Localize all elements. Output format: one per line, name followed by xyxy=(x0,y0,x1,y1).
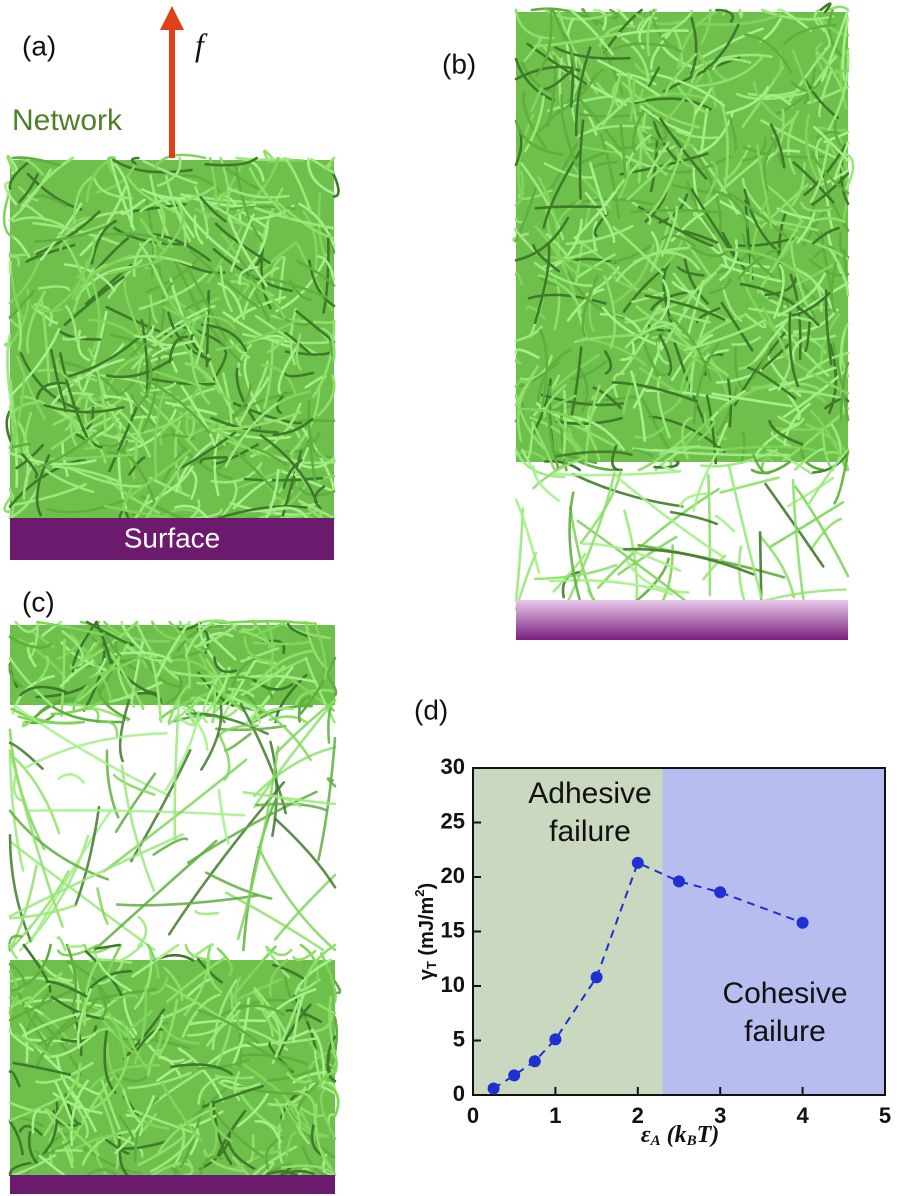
text: T) xyxy=(697,1122,720,1148)
surface-label: Surface xyxy=(124,522,221,553)
fiber xyxy=(598,489,718,587)
fiber xyxy=(225,734,250,751)
fiber xyxy=(716,516,734,531)
fiber xyxy=(10,262,11,273)
fiber xyxy=(29,810,244,815)
surface xyxy=(10,1175,335,1194)
text: (k xyxy=(661,1122,687,1148)
fiber xyxy=(836,70,848,72)
panel-label: (c) xyxy=(22,586,55,617)
y-tick-label: 5 xyxy=(453,1026,465,1051)
force-arrowhead xyxy=(160,6,184,30)
text: (mJ/m xyxy=(416,897,438,961)
panel-label: (b) xyxy=(442,48,476,79)
region-label: Cohesive xyxy=(722,977,847,1010)
y-tick-label: 15 xyxy=(441,917,465,942)
x-axis-label: εA (kBT) xyxy=(641,1122,720,1150)
fiber xyxy=(26,733,166,767)
fiber xyxy=(243,801,275,950)
region-label: Adhesive xyxy=(528,777,651,810)
y-axis-label: γT (mJ/m2) xyxy=(412,883,439,980)
data-point xyxy=(797,917,809,929)
x-tick-label: 0 xyxy=(467,1103,479,1128)
y-tick-label: 10 xyxy=(441,972,465,997)
page: { "panels": { "a": {"label": "(a)", "for… xyxy=(0,0,901,1196)
subscript: B xyxy=(686,1133,697,1149)
region-label: failure xyxy=(744,1015,826,1048)
fiber xyxy=(188,792,316,863)
y-tick-label: 20 xyxy=(441,863,465,888)
fiber xyxy=(107,751,118,818)
fiber xyxy=(69,945,83,947)
y-tick-label: 30 xyxy=(441,754,465,779)
region-label: failure xyxy=(549,815,631,848)
x-tick-label: 5 xyxy=(879,1103,891,1128)
fiber xyxy=(134,417,157,418)
figure: Surface (a) f Network (b) (c) (d) Adhesi… xyxy=(0,0,901,1196)
surface xyxy=(516,600,848,640)
fiber xyxy=(206,873,271,899)
fiber xyxy=(59,774,84,782)
fiber xyxy=(58,937,65,950)
fiber xyxy=(581,471,621,543)
text: ) xyxy=(416,883,438,890)
fiber xyxy=(275,819,335,888)
fiber xyxy=(95,841,217,950)
x-tick-label: 1 xyxy=(549,1103,561,1128)
fiber xyxy=(624,549,753,574)
y-tick-label: 25 xyxy=(441,808,465,833)
fiber xyxy=(844,250,846,271)
network-label: Network xyxy=(12,104,123,137)
fiber xyxy=(219,790,229,844)
fiber xyxy=(264,151,272,158)
data-point xyxy=(591,971,603,983)
fiber xyxy=(740,10,742,17)
force-label: f xyxy=(195,26,208,62)
fiber xyxy=(57,1150,82,1151)
fiber xyxy=(196,911,218,914)
subscript: T xyxy=(424,961,439,969)
fiber xyxy=(275,875,335,940)
fiber xyxy=(76,807,100,905)
subscript: A xyxy=(650,1133,661,1149)
data-point xyxy=(549,1033,561,1045)
fiber xyxy=(121,945,142,960)
fiber xyxy=(319,738,336,860)
fiber xyxy=(237,158,290,160)
x-tick-label: 4 xyxy=(796,1103,809,1128)
fiber xyxy=(219,734,229,780)
data-point xyxy=(714,886,726,898)
data-point xyxy=(529,1055,541,1067)
fiber xyxy=(120,700,129,761)
fiber xyxy=(98,889,108,924)
y-tick-label: 0 xyxy=(453,1081,465,1106)
data-point xyxy=(488,1082,500,1094)
fiber xyxy=(573,474,682,506)
panel-label: (a) xyxy=(22,30,56,61)
fiber xyxy=(550,580,672,594)
panel-label: (d) xyxy=(414,694,448,725)
data-point xyxy=(632,857,644,869)
data-point xyxy=(508,1069,520,1081)
fiber xyxy=(761,537,794,597)
symbol: ε xyxy=(641,1122,651,1148)
superscript: 2 xyxy=(412,889,427,896)
chart: AdhesivefailureCohesivefailure0123450510… xyxy=(412,754,891,1150)
data-point xyxy=(673,875,685,887)
fiber xyxy=(708,475,710,595)
